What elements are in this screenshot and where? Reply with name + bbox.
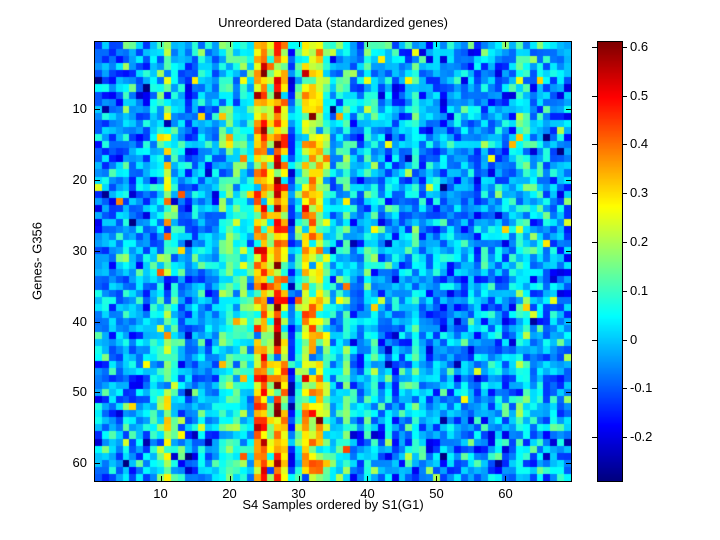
x-tick-label: 10 [153,486,168,501]
colorbar-tick-label: 0.6 [630,38,649,54]
y-tick-label: 50 [72,384,87,400]
y-tick-mark [566,250,571,252]
colorbar-tick-label: 0 [630,331,638,347]
colorbar-tick-label: 0.2 [630,233,649,249]
x-tick-mark [160,42,162,47]
x-tick-mark [505,476,507,481]
colorbar-tick-mark [622,95,627,97]
y-tick-mark [95,392,100,394]
x-tick-mark [436,476,438,481]
x-tick-label: 60 [498,486,513,501]
y-tick-mark [566,392,571,394]
colorbar-tick-mark [592,241,597,243]
y-tick-mark [566,321,571,323]
y-tick-label: 40 [72,313,87,329]
x-tick-mark [229,476,231,481]
colorbar-tick-mark [622,388,627,390]
colorbar-tick-mark [592,144,597,146]
x-tick-mark [298,42,300,47]
colorbar-tick-mark [592,290,597,292]
y-tick-mark [95,321,100,323]
y-tick-mark [95,180,100,182]
colorbar-tick-mark [592,46,597,48]
chart-title: Unreordered Data (standardized genes) [218,15,448,30]
x-tick-label: 40 [360,486,375,501]
colorbar-tick-label: 0.3 [630,185,649,201]
colorbar-tick-mark [622,339,627,341]
colorbar-tick-label: 0.1 [630,282,649,298]
colorbar-tick-mark [622,144,627,146]
y-tick-mark [566,463,571,465]
colorbar-tick-label: 0.5 [630,87,649,103]
colorbar-tick-mark [622,290,627,292]
colorbar-tick-mark [592,339,597,341]
x-tick-mark [229,42,231,47]
colorbar-tick-mark [592,388,597,390]
y-tick-label: 20 [72,172,87,188]
colorbar-tick-label: -0.2 [630,429,653,445]
x-tick-label: 30 [291,486,306,501]
y-tick-label: 60 [72,455,87,471]
x-tick-mark [160,476,162,481]
x-tick-mark [505,42,507,47]
colorbar-tick-mark [592,437,597,439]
y-axis-label: Genes- G356 [29,221,45,301]
y-tick-mark [95,463,100,465]
colorbar [592,41,627,482]
colorbar-tick-mark [622,241,627,243]
x-tick-label: 20 [222,486,237,501]
x-tick-mark [298,476,300,481]
colorbar-tick-mark [622,193,627,195]
x-tick-label: 50 [429,486,444,501]
y-tick-label: 10 [72,101,87,117]
colorbar-tick-label: 0.4 [630,136,649,152]
y-tick-mark [95,250,100,252]
x-tick-mark [436,42,438,47]
heatmap-canvas [95,42,571,481]
y-tick-mark [566,180,571,182]
colorbar-tick-mark [592,95,597,97]
x-tick-mark [367,476,369,481]
y-tick-mark [95,109,100,111]
x-tick-mark [367,42,369,47]
colorbar-canvas [598,42,622,481]
colorbar-tick-mark [622,437,627,439]
colorbar-tick-mark [592,193,597,195]
colorbar-tick-mark [622,46,627,48]
heatmap-plot-area [94,41,572,482]
y-tick-label: 30 [72,242,87,258]
colorbar-tick-label: -0.1 [630,380,653,396]
x-axis-label: S4 Samples ordered by S1(G1) [242,497,424,512]
y-tick-mark [566,109,571,111]
